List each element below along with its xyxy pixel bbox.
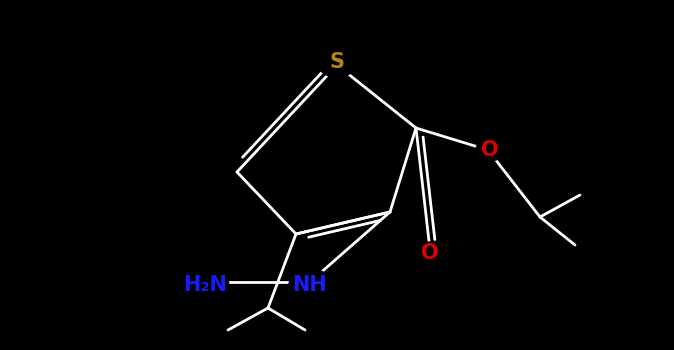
Text: H₂N: H₂N [183, 275, 227, 295]
Text: O: O [421, 243, 439, 263]
Ellipse shape [181, 266, 228, 304]
Ellipse shape [317, 47, 357, 77]
Text: O: O [481, 140, 499, 160]
Text: NH: NH [293, 275, 328, 295]
Ellipse shape [416, 242, 444, 264]
Ellipse shape [289, 268, 331, 301]
Text: S: S [330, 52, 344, 72]
Ellipse shape [476, 139, 504, 161]
